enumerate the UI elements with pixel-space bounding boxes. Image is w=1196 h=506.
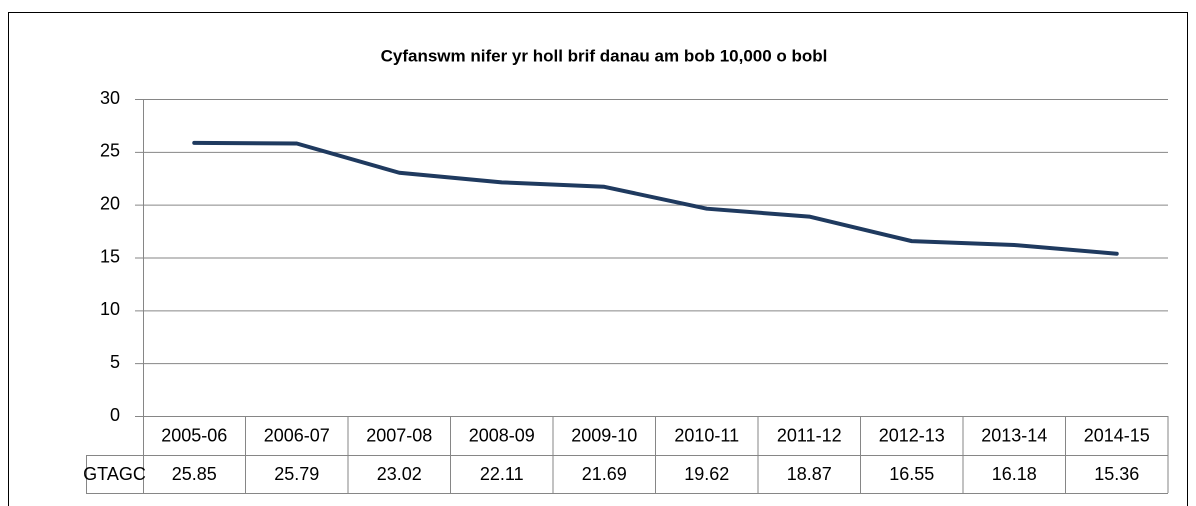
chart-title: Cyfanswm nifer yr holl brif danau am bob…	[381, 46, 828, 65]
x-tick-label: 2008-09	[469, 425, 535, 445]
x-tick-label: 2006-07	[264, 425, 330, 445]
x-tick-label: 2009-10	[571, 425, 637, 445]
x-tick-label: 2012-13	[879, 425, 945, 445]
data-label: 23.02	[377, 464, 422, 484]
x-tick-label: 2014-15	[1084, 425, 1150, 445]
data-label: 25.85	[172, 464, 217, 484]
data-label: 16.18	[992, 464, 1037, 484]
x-tick-label: 2011-12	[777, 425, 842, 445]
x-tick-label: 2013-14	[981, 425, 1047, 445]
line	[192, 140, 1119, 256]
y-tick-label: 30	[100, 88, 120, 108]
legend-label: GTAGC	[83, 464, 146, 484]
data-label: 25.79	[274, 464, 319, 484]
data-label: 22.11	[480, 464, 524, 484]
y-tick-label: 5	[110, 352, 120, 372]
y-tick-label: 25	[100, 141, 120, 161]
y-tick-label: 20	[100, 193, 120, 213]
data-label: 19.62	[684, 464, 729, 484]
y-tick-label: 10	[100, 299, 120, 319]
data-label: 16.55	[889, 464, 934, 484]
x-tick-label: 2007-08	[366, 425, 432, 445]
y-tick-label: 0	[110, 405, 120, 425]
data-label: 21.69	[582, 464, 627, 484]
data-label: 18.87	[787, 464, 832, 484]
y-tick-label: 15	[100, 246, 120, 266]
chart-border	[8, 12, 1188, 506]
data-label: 15.36	[1094, 464, 1139, 484]
x-tick-label: 2005-06	[161, 425, 227, 445]
x-tick-label: 2010-11	[674, 425, 739, 445]
